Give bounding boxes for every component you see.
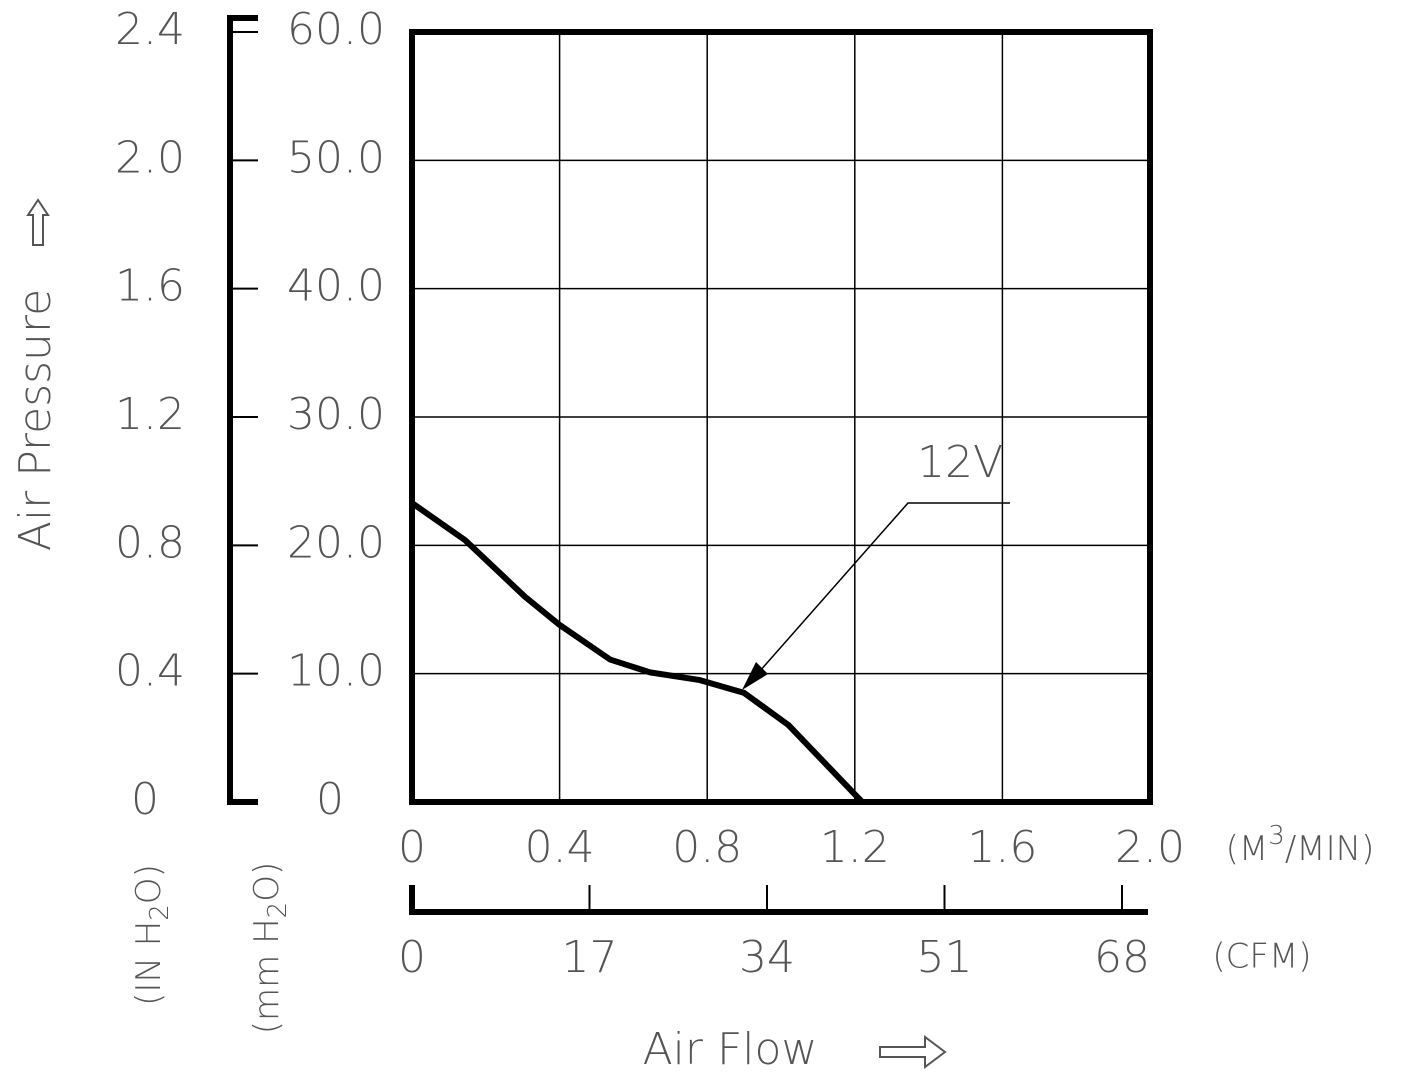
x2-tick-label: 0 (398, 932, 426, 983)
x2-tick-label: 68 (1094, 932, 1150, 983)
y2-tick-label: 1.6 (115, 261, 185, 312)
y2-tick-label: 0 (131, 774, 159, 825)
y-tick-label: 20.0 (287, 517, 385, 568)
x-axis-title: Air Flow (643, 1024, 818, 1072)
y-unit: (mm H2O) (247, 862, 293, 1034)
x2-tick-label: 17 (562, 932, 618, 983)
y-tick-label: 0 (316, 774, 344, 825)
x-tick-label: 1.6 (967, 822, 1037, 873)
curve (410, 500, 865, 805)
x-tick-label: 2.0 (1115, 822, 1185, 873)
y2-tick-label: 0.8 (115, 517, 185, 568)
y2-tick-label: 2.0 (115, 132, 185, 183)
y-unit-part: O) (247, 862, 287, 902)
y-axis-title: Air Pressure (10, 289, 61, 551)
cfm-axis (409, 885, 1148, 915)
leader-line (751, 502, 1010, 681)
y2-tick-label: 1.2 (115, 389, 185, 440)
y2-unit-sub: 2 (145, 904, 175, 921)
x-tick-label: 1.2 (820, 822, 890, 873)
y2-tick-label: 2.4 (115, 4, 185, 55)
y2-unit-part: O) (129, 864, 169, 904)
leader-arrowhead (742, 662, 768, 690)
y-tick-label: 30.0 (287, 389, 385, 440)
x-unit-part: (M (1226, 829, 1269, 869)
x2-tick-label: 51 (917, 932, 973, 983)
x-tick-label: 0 (398, 822, 426, 873)
x2-unit: (CFM) (1212, 937, 1311, 977)
y-unit-sub: 2 (263, 902, 293, 919)
y2-tick-label: 0.4 (115, 646, 185, 697)
y-tick-label: 40.0 (287, 261, 385, 312)
plot-frame (409, 29, 1153, 805)
x-tick-label: 0.8 (672, 822, 742, 873)
x-unit-part: /MIN) (1285, 829, 1375, 869)
right-arrow (879, 1035, 947, 1069)
x-unit: (M3/MIN) (1226, 821, 1375, 869)
y-unit-part: (mm H (247, 918, 287, 1034)
y-tick-label: 10.0 (287, 646, 385, 697)
y2-unit: (IN H2O) (129, 864, 175, 1006)
up-arrow (26, 198, 50, 246)
y-tick-label: 50.0 (287, 132, 385, 183)
left-axis-bracket (227, 15, 258, 805)
x-tick-label: 0.4 (525, 822, 595, 873)
y2-unit-part: (IN H (129, 921, 169, 1006)
x-unit-sup: 3 (1268, 821, 1285, 851)
x2-tick-label: 34 (739, 932, 795, 983)
annotation: 12V (917, 437, 1003, 488)
y-tick-label: 60.0 (287, 4, 385, 55)
